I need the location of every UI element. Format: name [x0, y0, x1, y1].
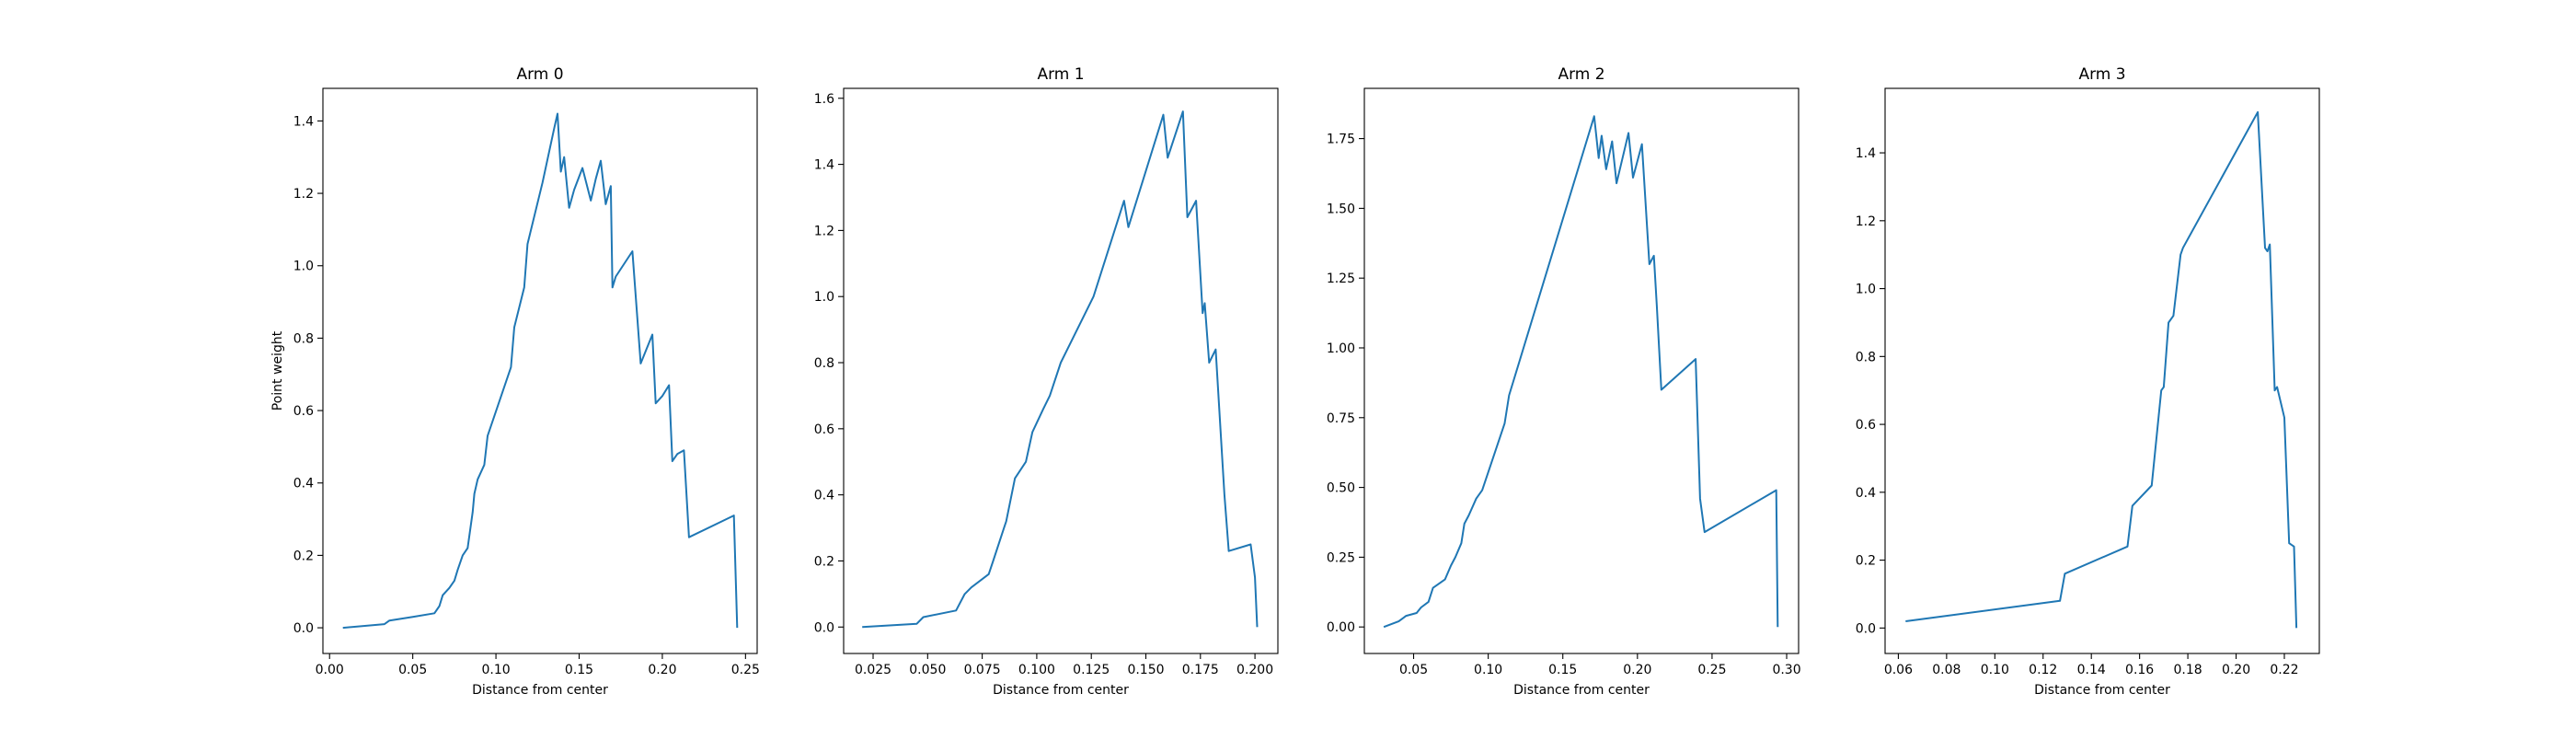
axes-frame — [844, 88, 1278, 653]
y-tick-label: 0.4 — [1856, 486, 1876, 501]
series-line — [1905, 112, 2296, 629]
chart-panel-0: 0.00 0.05 0.10 0.15 0.20 0.25 0.0 0.2 0.4 0.6 0.8 1… — [270, 65, 760, 698]
y-tick-label: 0.8 — [293, 331, 314, 346]
x-tick-label: 0.08 — [1932, 663, 1961, 677]
y-tick-label: 0.6 — [1856, 418, 1876, 433]
x-tick-label: 0.125 — [1073, 663, 1110, 677]
x-axis-label: Distance from center — [472, 683, 608, 698]
y-tick-label: 0.6 — [293, 404, 314, 419]
y-tick-label: 0.2 — [814, 554, 834, 569]
x-tick-label: 0.14 — [2077, 663, 2106, 677]
y-tick-label: 1.6 — [814, 92, 834, 107]
x-tick-label: 0.15 — [1548, 663, 1577, 677]
chart-title: Arm 0 — [516, 65, 563, 84]
series-line — [862, 111, 1257, 627]
x-tick-label: 0.06 — [1884, 663, 1913, 677]
series-line — [343, 114, 738, 629]
y-tick-label: 1.75 — [1327, 133, 1355, 147]
y-tick-label: 1.25 — [1327, 272, 1355, 286]
x-tick-label: 0.10 — [481, 663, 510, 677]
y-tick-label: 1.2 — [1856, 214, 1876, 229]
y-tick-label: 0.0 — [1856, 621, 1876, 636]
y-tick-label: 0.2 — [1856, 554, 1876, 569]
x-tick-label: 0.12 — [2029, 663, 2057, 677]
x-tick-label: 0.100 — [1018, 663, 1055, 677]
chart-panel-3: 0.06 0.08 0.10 0.12 0.14 0.16 0.18 0.20 0.22 0.0 0… — [1856, 65, 2319, 698]
y-tick-label: 0.0 — [814, 620, 834, 635]
y-tick-label: 0.75 — [1327, 411, 1355, 426]
chart-panel-1: 0.025 0.050 0.075 0.100 0.125 0.150 0.175 0.200… — [814, 65, 1278, 698]
x-tick-label: 0.22 — [2270, 663, 2298, 677]
y-tick-label: 0.2 — [293, 549, 314, 563]
x-axis-label: Distance from center — [2034, 683, 2170, 698]
y-tick-label: 0.25 — [1327, 550, 1355, 565]
y-tick-label: 1.00 — [1327, 341, 1355, 356]
x-tick-label: 0.25 — [731, 663, 760, 677]
x-tick-label: 0.075 — [964, 663, 1001, 677]
y-tick-label: 0.8 — [1856, 350, 1876, 364]
chart-panel-2: 0.05 0.10 0.15 0.20 0.25 0.30 0.00 0.25 0.50 0.75… — [1327, 65, 1801, 698]
y-tick-label: 0.50 — [1327, 481, 1355, 496]
chart-title: Arm 1 — [1037, 65, 1084, 84]
x-axis-label: Distance from center — [993, 683, 1129, 698]
x-tick-label: 0.15 — [565, 663, 593, 677]
x-tick-label: 0.16 — [2125, 663, 2154, 677]
y-tick-label: 1.4 — [293, 114, 314, 129]
y-tick-label: 1.0 — [1856, 283, 1876, 297]
series-line — [1384, 116, 1777, 627]
y-tick-label: 0.0 — [293, 621, 314, 636]
x-tick-label: 0.05 — [1399, 663, 1428, 677]
y-tick-label: 0.4 — [814, 489, 834, 503]
y-tick-label: 0.00 — [1327, 620, 1355, 635]
y-tick-label: 1.50 — [1327, 202, 1355, 216]
x-tick-label: 0.20 — [648, 663, 676, 677]
axes-frame — [1364, 88, 1799, 653]
y-tick-label: 1.0 — [293, 260, 314, 274]
y-tick-label: 1.2 — [814, 224, 834, 238]
chart-title: Arm 2 — [1558, 65, 1604, 84]
x-tick-label: 0.200 — [1236, 663, 1273, 677]
x-tick-label: 0.30 — [1772, 663, 1800, 677]
x-tick-label: 0.050 — [909, 663, 946, 677]
x-tick-label: 0.10 — [1474, 663, 1502, 677]
x-tick-label: 0.20 — [2222, 663, 2250, 677]
x-tick-label: 0.175 — [1182, 663, 1219, 677]
y-tick-label: 0.6 — [814, 422, 834, 437]
x-tick-label: 0.05 — [398, 663, 427, 677]
x-tick-label: 0.25 — [1697, 663, 1726, 677]
y-tick-label: 1.4 — [1856, 146, 1876, 161]
y-tick-label: 0.4 — [293, 477, 314, 491]
axes-frame — [1885, 88, 2319, 653]
y-axis-label: Point weight — [270, 330, 285, 410]
y-tick-label: 0.8 — [814, 356, 834, 371]
x-tick-label: 0.00 — [316, 663, 344, 677]
y-tick-label: 1.4 — [814, 158, 834, 173]
x-axis-label: Distance from center — [1513, 683, 1650, 698]
y-tick-label: 1.2 — [293, 187, 314, 202]
x-tick-label: 0.10 — [1981, 663, 2009, 677]
x-tick-label: 0.20 — [1623, 663, 1651, 677]
x-tick-label: 0.025 — [855, 663, 891, 677]
y-tick-label: 1.0 — [814, 290, 834, 305]
axes-frame — [323, 88, 757, 653]
x-tick-label: 0.150 — [1127, 663, 1164, 677]
chart-title: Arm 3 — [2078, 65, 2125, 84]
x-tick-label: 0.18 — [2174, 663, 2202, 677]
